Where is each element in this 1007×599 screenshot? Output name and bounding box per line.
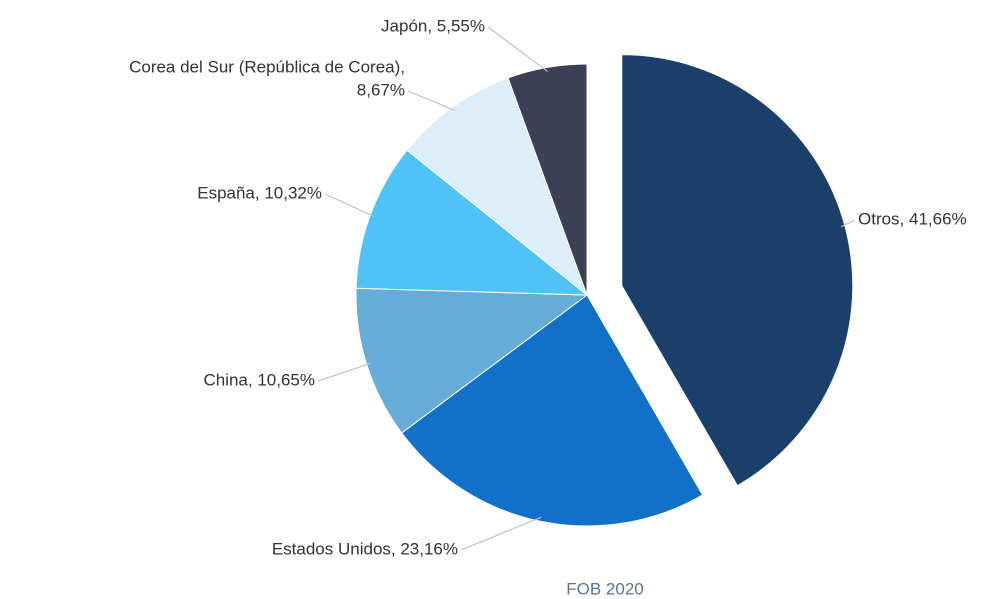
chart-title: FOB 2020 xyxy=(566,579,644,598)
leader-line xyxy=(324,193,375,218)
leader-line xyxy=(487,26,548,72)
data-label: Japón, 5,55% xyxy=(381,16,485,35)
pie-slice xyxy=(621,54,854,487)
leader-line xyxy=(317,362,371,382)
leader-line xyxy=(407,90,456,111)
pie-slice xyxy=(401,294,704,527)
pie-slice xyxy=(507,63,588,296)
data-label: China, 10,65% xyxy=(203,370,315,389)
pie-slice xyxy=(406,77,589,297)
leader-line xyxy=(460,516,542,551)
data-label: Estados Unidos, 23,16% xyxy=(272,539,458,558)
data-label: 8,67% xyxy=(357,80,405,99)
data-label: Corea del Sur (República de Corea), xyxy=(129,57,405,76)
data-label: Otros, 41,66% xyxy=(858,209,967,228)
data-label: España, 10,32% xyxy=(197,183,322,202)
leader-line xyxy=(840,219,856,228)
